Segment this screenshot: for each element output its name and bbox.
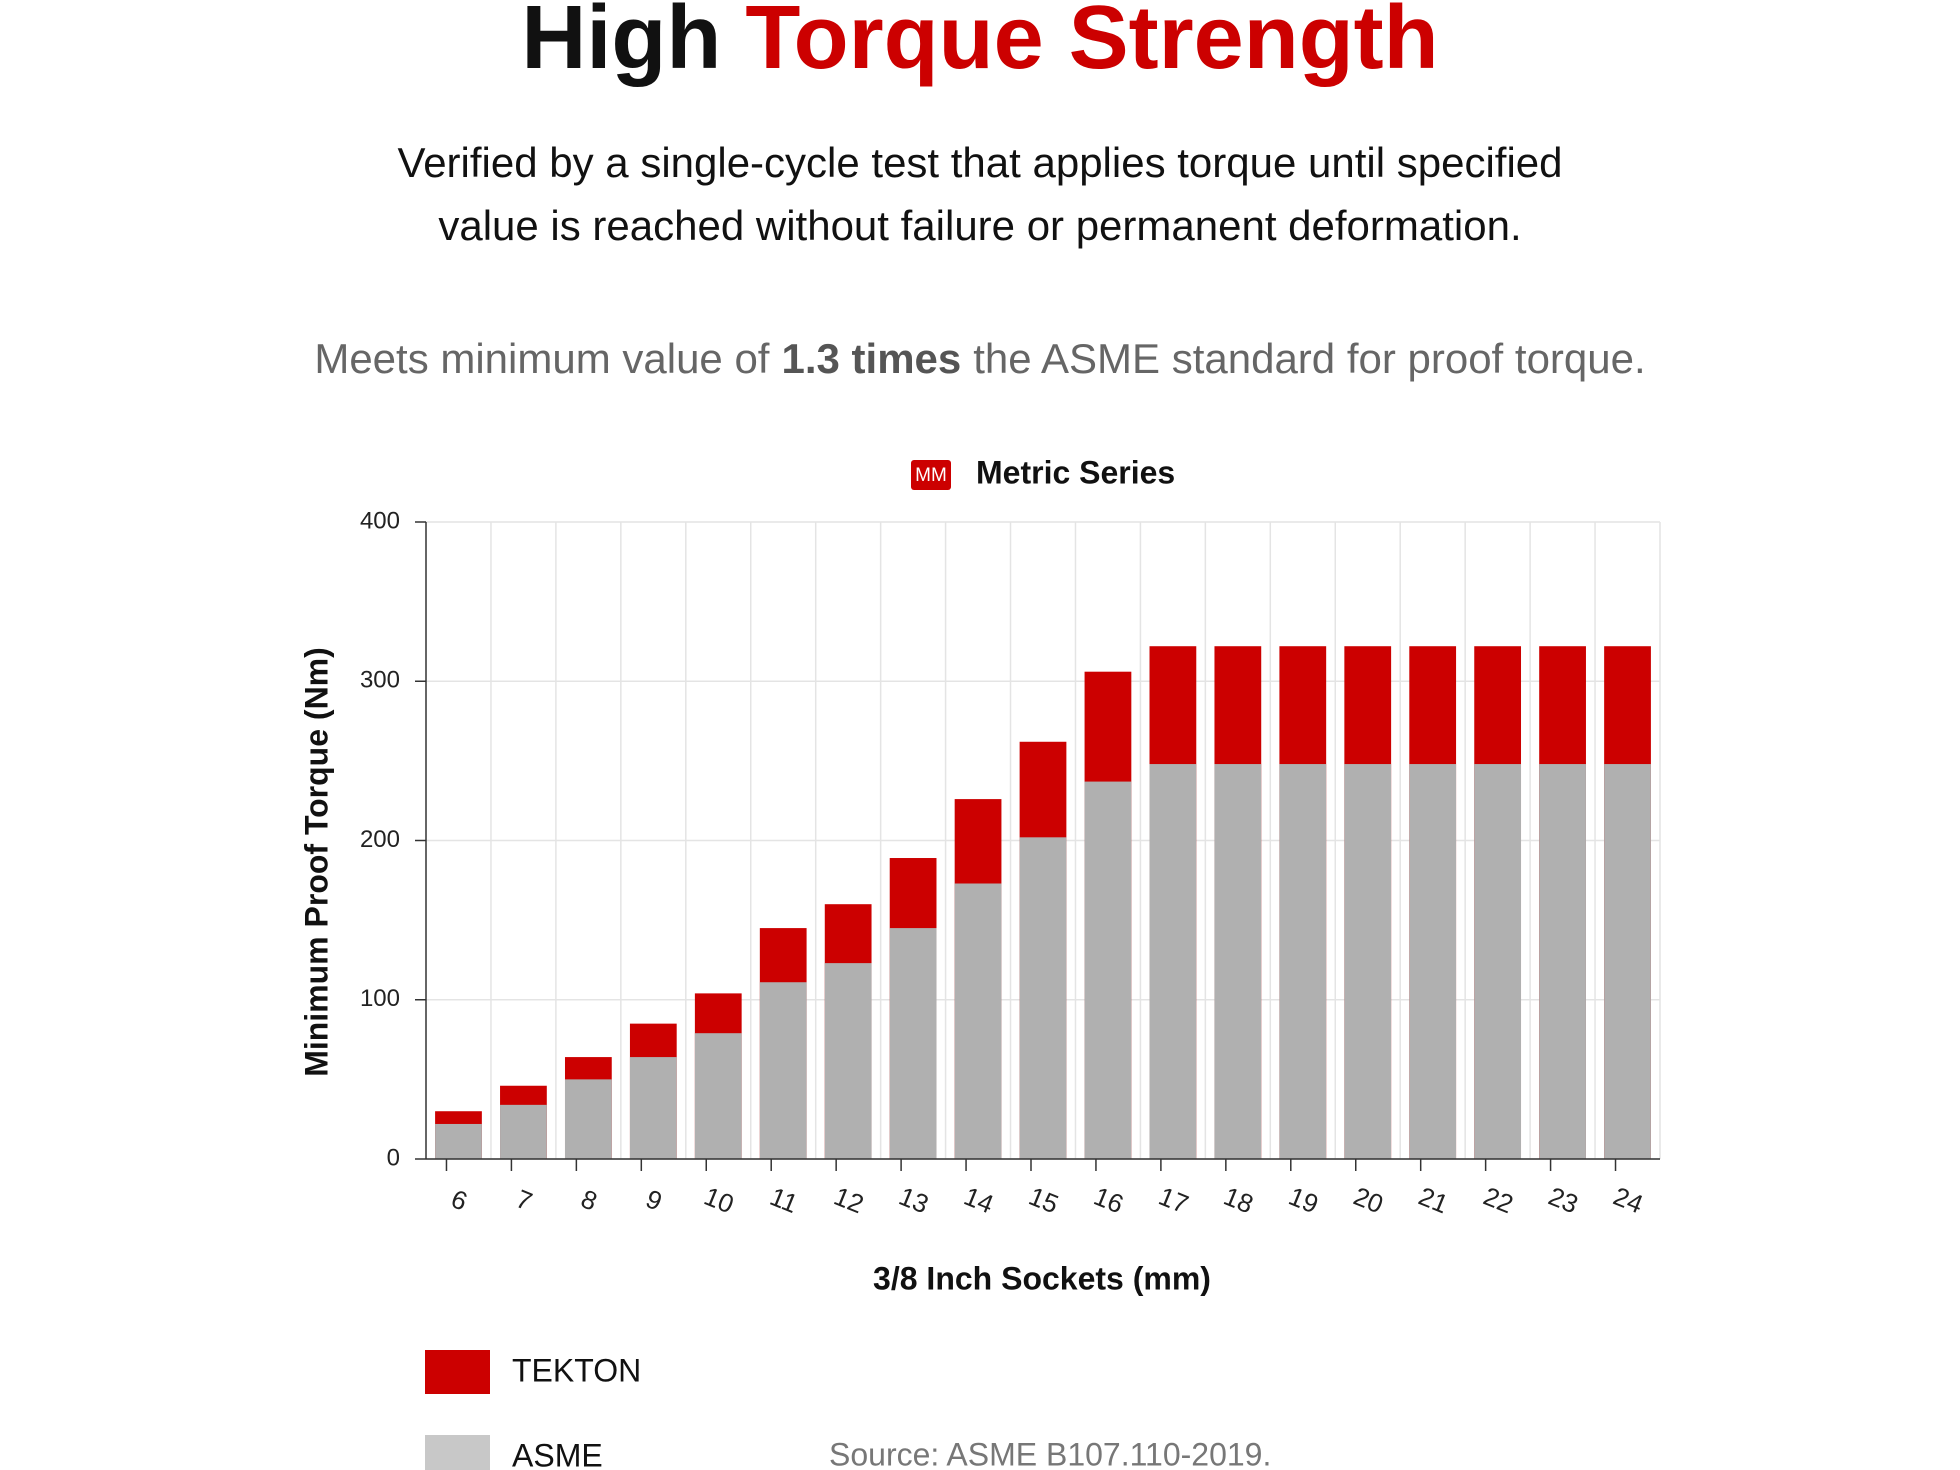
bar (824, 963, 872, 1159)
bar (1149, 764, 1197, 1159)
title-red: Torque Strength (745, 0, 1438, 88)
x-tick-label: 22 (1479, 1181, 1517, 1220)
note-part: the ASME standard for proof torque. (973, 335, 1645, 382)
chart-title: Metric Series (976, 454, 1175, 490)
bar (629, 1057, 677, 1159)
y-axis-label: Minimum Proof Torque (Nm) (298, 647, 334, 1077)
badge (911, 460, 951, 490)
bar (1084, 781, 1132, 1159)
x-tick-label: 11 (766, 1181, 802, 1219)
page-title: High Torque Strength (521, 0, 1438, 88)
x-tick-label: 21 (1414, 1181, 1452, 1220)
bar (435, 1123, 482, 1159)
note: Meets minimum value of 1.3 times the ASME … (314, 335, 1645, 382)
bar (759, 982, 807, 1159)
badge-text: MM (915, 465, 947, 486)
legend-swatch (425, 1350, 490, 1394)
bar (1409, 764, 1457, 1159)
x-tick-label: 24 (1609, 1181, 1647, 1220)
bar (1279, 764, 1327, 1159)
x-tick-label: 8 (577, 1183, 602, 1216)
legend-label: ASME (512, 1437, 603, 1470)
y-tick-label: 400 (360, 507, 400, 534)
x-tick-label: 18 (1220, 1181, 1258, 1220)
x-tick-label: 12 (830, 1181, 868, 1220)
legend-swatch (425, 1435, 490, 1470)
y-tick-label: 300 (360, 667, 400, 694)
title-black: High (521, 0, 721, 88)
bar (1474, 764, 1522, 1159)
bar (1019, 837, 1067, 1159)
subtitle-line: Verified by a single-cycle test that app… (398, 139, 1563, 186)
x-tick-label: 17 (1155, 1181, 1193, 1220)
x-tick-label: 14 (960, 1181, 998, 1220)
bar (954, 883, 1002, 1159)
y-tick-label: 0 (387, 1144, 400, 1171)
bar (694, 1033, 742, 1159)
bar (1344, 764, 1392, 1159)
x-axis-label: 3/8 Inch Sockets (mm) (873, 1260, 1211, 1296)
y-tick-label: 100 (360, 985, 400, 1012)
x-tick-label: 19 (1285, 1181, 1323, 1220)
legend-label: TEKTON (512, 1352, 641, 1388)
x-tick-label: 16 (1090, 1181, 1128, 1220)
x-tick-label: 20 (1350, 1181, 1388, 1220)
x-tick-label: 15 (1025, 1181, 1063, 1220)
subtitle-line: value is reached without failure or perm… (438, 202, 1521, 249)
note-bold: 1.3 times (781, 335, 961, 382)
source: Source: ASME B107.110-2019. (829, 1436, 1271, 1470)
bar (889, 928, 937, 1159)
bar (564, 1079, 612, 1159)
x-tick-label: 23 (1544, 1181, 1582, 1220)
x-tick-label: 6 (447, 1183, 472, 1216)
x-tick-label: 13 (895, 1181, 933, 1220)
bar (500, 1104, 547, 1159)
x-tick-label: 7 (512, 1183, 537, 1216)
note-part: Meets minimum value of (314, 335, 769, 382)
bar (1539, 764, 1586, 1159)
bar (1214, 764, 1262, 1159)
x-tick-label: 9 (642, 1183, 667, 1216)
x-tick-label: 10 (700, 1181, 738, 1220)
y-tick-label: 200 (360, 826, 400, 853)
bar (1604, 764, 1651, 1159)
